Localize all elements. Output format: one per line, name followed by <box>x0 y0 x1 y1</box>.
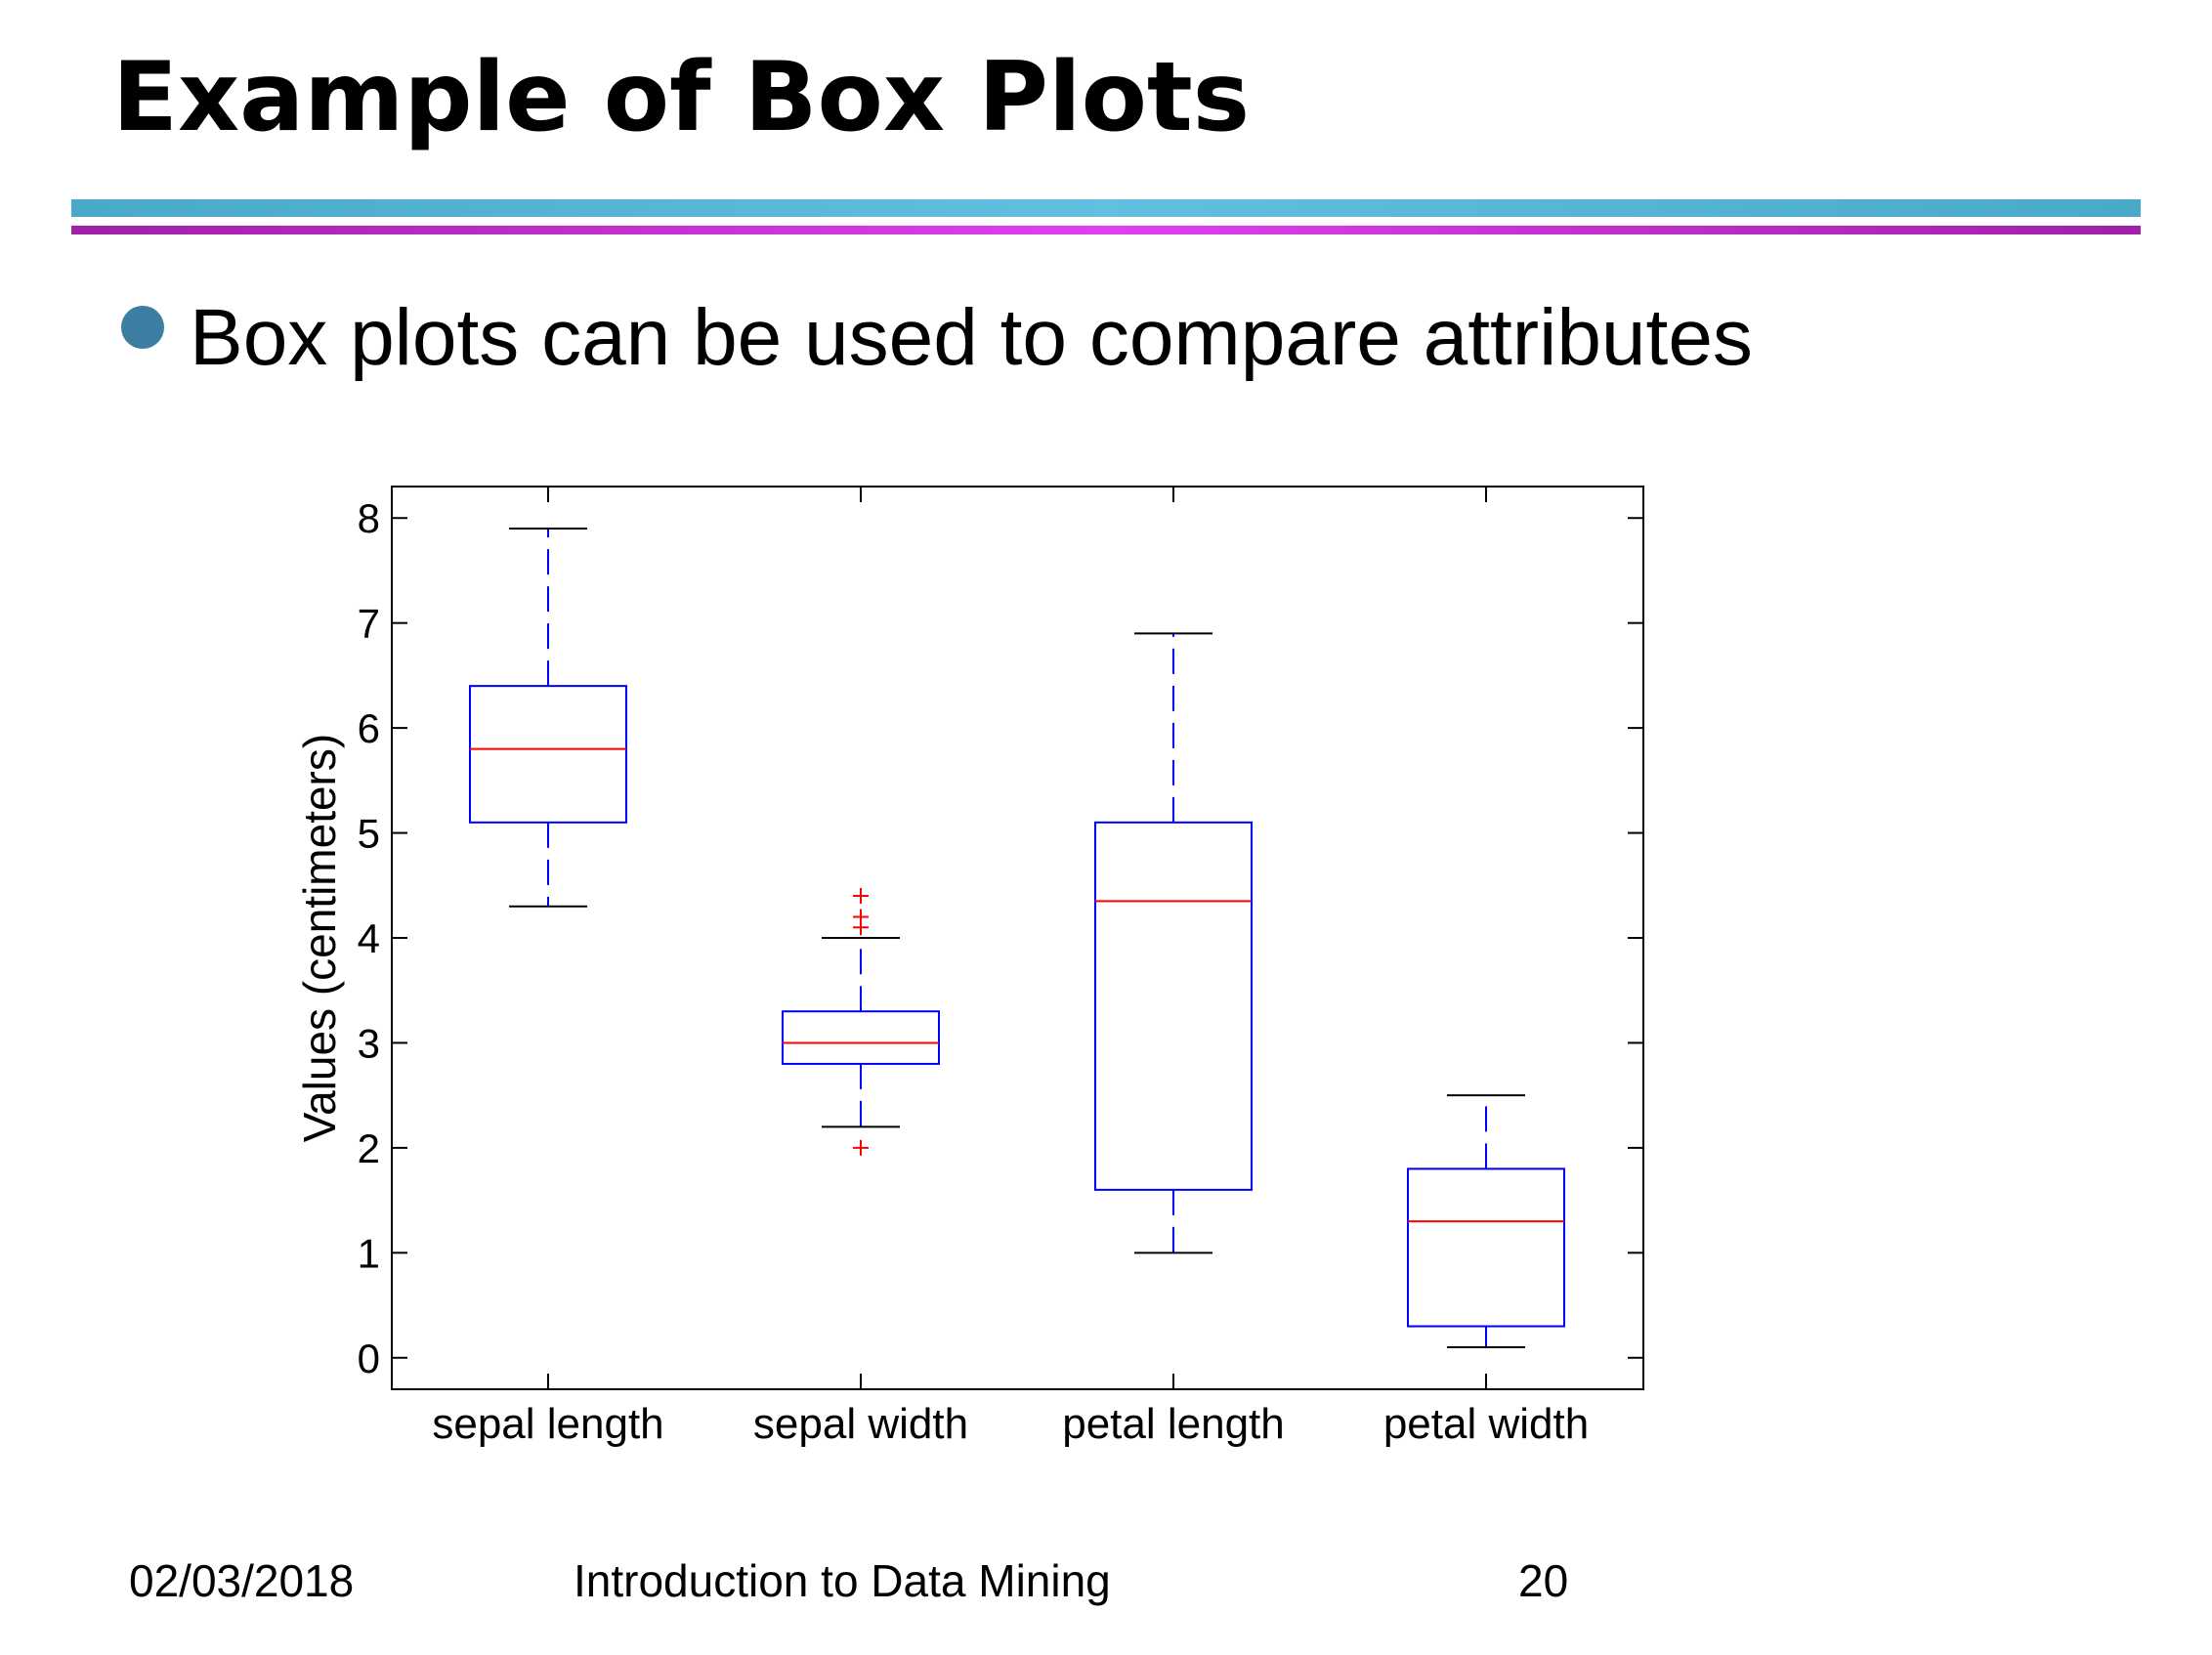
plot-frame <box>391 486 1644 1390</box>
box-sepal-length-iqr <box>469 685 627 824</box>
box-sepal-width-outlier <box>853 1139 869 1156</box>
slide-title: Example of Box Plots <box>112 42 1251 153</box>
y-tick-label: 2 <box>358 1125 380 1171</box>
title-rule-blue <box>71 199 2141 217</box>
y-tick-label: 4 <box>358 915 380 961</box>
footer-date: 02/03/2018 <box>129 1555 355 1606</box>
x-tick-label: petal length <box>1062 1400 1285 1448</box>
bullet-dot-icon <box>121 306 164 349</box>
y-tick-label: 7 <box>358 601 380 647</box>
box-petal-width-iqr <box>1407 1167 1565 1328</box>
x-tick-label: petal width <box>1383 1400 1589 1448</box>
x-tick-label: sepal length <box>432 1400 663 1448</box>
y-tick-label: 8 <box>358 495 380 541</box>
box-petal-length-iqr <box>1094 821 1253 1191</box>
y-tick-label: 0 <box>358 1336 380 1381</box>
y-tick-label: 5 <box>358 811 380 857</box>
box-sepal-width-outlier <box>853 909 869 925</box>
bullet-text: Box plots can be used to compare attribu… <box>190 293 1753 382</box>
y-tick-label: 6 <box>358 705 380 751</box>
title-rule-purple <box>71 226 2141 234</box>
footer-page-number: 20 <box>1518 1555 1569 1606</box>
x-tick-label: sepal width <box>753 1400 968 1448</box>
box-sepal-width-outlier <box>853 888 869 905</box>
box-sepal-width-iqr <box>782 1010 940 1065</box>
y-tick-label: 1 <box>358 1230 380 1276</box>
y-axis-label: Values (centimeters) <box>294 734 345 1142</box>
footer-course: Introduction to Data Mining <box>574 1555 1111 1606</box>
y-tick-label: 3 <box>358 1020 380 1066</box>
